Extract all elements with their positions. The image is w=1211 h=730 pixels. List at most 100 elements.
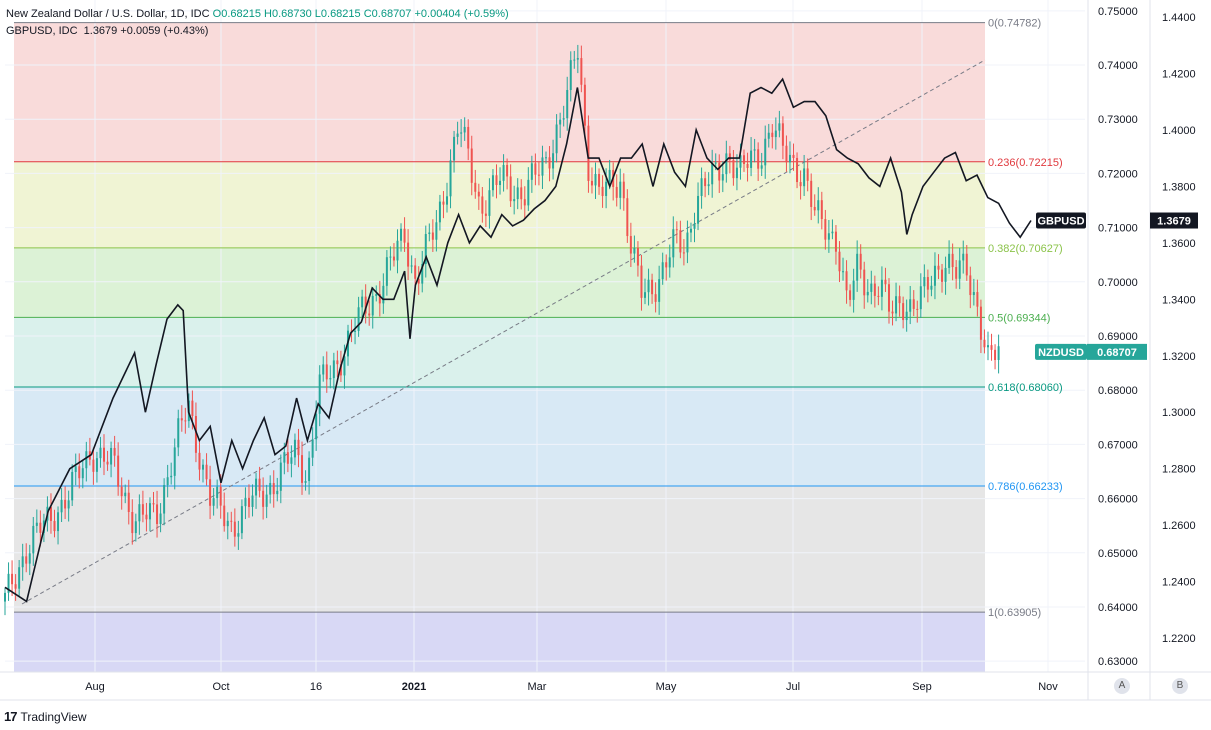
y-tick-left: 0.68000: [1098, 385, 1138, 397]
candle-body: [53, 520, 56, 532]
candle-body: [184, 420, 187, 422]
candle-body: [7, 573, 10, 593]
candle-body: [771, 132, 774, 138]
candle-body: [552, 153, 555, 169]
candle-body: [141, 504, 144, 515]
x-tick: Mar: [528, 681, 547, 693]
candle-body: [743, 155, 746, 164]
candle-body: [658, 279, 661, 302]
candle-body: [590, 180, 593, 186]
compare-value: 1.3679: [83, 25, 118, 37]
candle-body: [764, 138, 767, 166]
fib-level-label: 0.5(0.69344): [988, 312, 1050, 324]
candle-body: [884, 279, 887, 285]
candle-body: [672, 229, 675, 258]
y-tick-left: 0.75000: [1098, 6, 1138, 18]
candle-body: [233, 521, 236, 537]
candle-body: [544, 157, 547, 159]
fib-level-label: 1(0.63905): [988, 607, 1041, 619]
candle-body: [870, 283, 873, 292]
candle-body: [477, 191, 480, 197]
candle-body: [99, 447, 102, 459]
candle-body: [460, 132, 463, 134]
candle-body: [866, 291, 869, 296]
fib-level-label: 0.618(0.68060): [988, 382, 1063, 394]
candle-body: [933, 265, 936, 286]
candle-body: [506, 164, 509, 177]
candle-body: [283, 452, 286, 463]
change-value: +0.00404 (+0.59%): [414, 8, 509, 20]
candle-body: [583, 84, 586, 126]
candle-body: [707, 184, 710, 187]
candle-body: [166, 477, 169, 486]
candle-body: [163, 485, 166, 514]
candle-body: [491, 175, 494, 191]
fib-trendline[interactable]: [21, 59, 986, 605]
nzdusd-name-tag: [1035, 343, 1087, 360]
auto-scale-button[interactable]: A: [1114, 678, 1130, 694]
candle-body: [35, 522, 38, 526]
candle-body: [509, 176, 512, 202]
candle-body: [569, 60, 572, 90]
candle-body: [721, 174, 724, 181]
candle-body: [636, 247, 639, 266]
candle-body: [909, 299, 912, 312]
symbol-desc: New Zealand Dollar / U.S. Dollar, 1D, ID…: [6, 8, 210, 20]
candle-body: [113, 447, 116, 456]
candle-body: [272, 483, 275, 495]
candle-body: [449, 160, 452, 197]
candle-body: [813, 206, 816, 211]
nzdusd-name-label: NZDUSD: [1038, 347, 1084, 359]
candle-body: [39, 522, 42, 533]
gbpusd-last-tag: [1150, 212, 1198, 229]
candle-body: [120, 486, 123, 497]
candle-body: [548, 157, 551, 169]
candle-body: [57, 512, 60, 532]
candle-body: [124, 492, 127, 497]
candle-body: [64, 499, 67, 509]
candle-body: [11, 573, 14, 585]
candle-body: [580, 58, 583, 85]
tradingview-brand[interactable]: 17 TradingView: [4, 709, 87, 724]
tradingview-logo-icon: 17: [4, 709, 18, 724]
y-tick-right: 1.3800: [1162, 181, 1196, 193]
scale-b-button[interactable]: B: [1172, 678, 1188, 694]
fib-zone: [14, 317, 985, 387]
candle-body: [668, 257, 671, 268]
candle-body: [392, 256, 395, 261]
candle-body: [626, 198, 629, 237]
candle-body: [156, 504, 159, 525]
candle-body: [537, 174, 540, 176]
fib-level-label: 0.236(0.72215): [988, 157, 1063, 169]
candle-body: [877, 295, 880, 297]
candle-body: [704, 178, 707, 187]
candle-body: [629, 236, 632, 254]
fib-zone: [14, 612, 985, 672]
candle-body: [640, 265, 643, 298]
candle-body: [14, 584, 17, 589]
x-tick: Aug: [85, 681, 105, 693]
candle-body: [810, 180, 813, 207]
candle-body: [389, 256, 392, 258]
candle-body: [686, 232, 689, 253]
candle-body: [361, 296, 364, 308]
candle-body: [880, 279, 883, 297]
candle-body: [697, 195, 700, 224]
candle-body: [49, 506, 52, 521]
candle-body: [760, 165, 763, 169]
y-tick-right: 1.4400: [1162, 12, 1196, 24]
candle-body: [838, 251, 841, 272]
candle-body: [682, 252, 685, 254]
candle-body: [895, 296, 898, 314]
candle-body: [555, 124, 558, 154]
candle-body: [286, 452, 289, 464]
candle-body: [110, 447, 113, 465]
fib-zone: [14, 247, 985, 318]
candle-body: [205, 464, 208, 480]
candle-body: [873, 283, 876, 296]
candle-body: [262, 490, 265, 507]
candle-body: [78, 466, 81, 479]
fib-levels: 0(0.74782) 0.236(0.72215) 0.382(0.70627) 0.…: [14, 18, 1063, 619]
candle-body: [527, 179, 530, 206]
